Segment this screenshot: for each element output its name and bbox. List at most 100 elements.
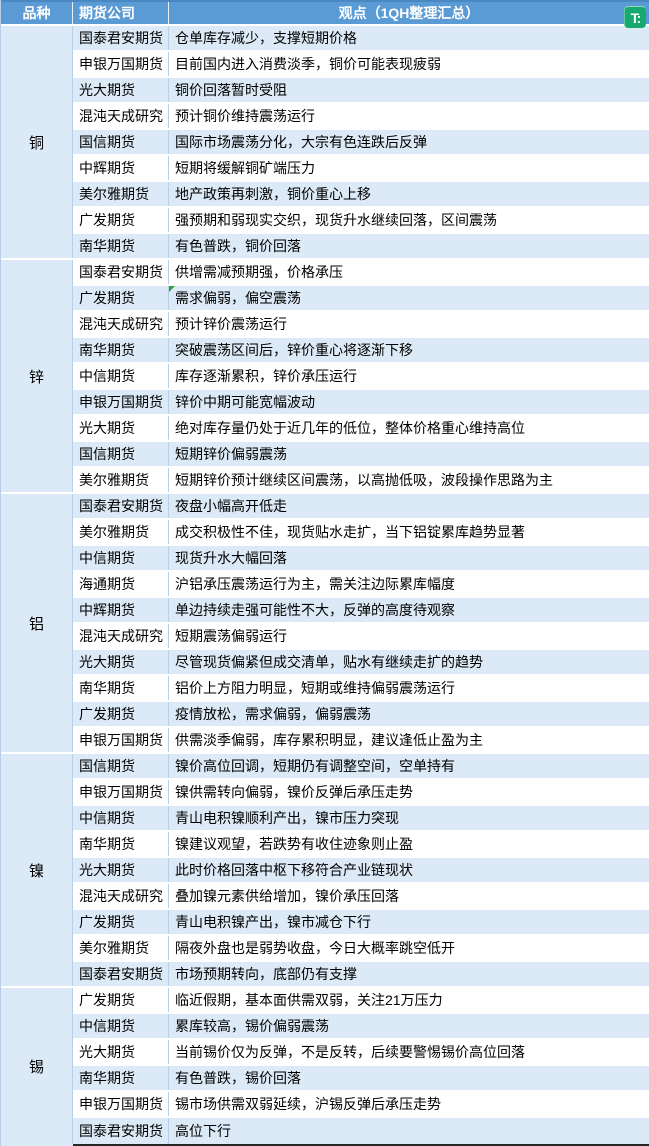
company-cell[interactable]: 美尔雅期货 bbox=[73, 182, 169, 206]
company-cell[interactable]: 中信期货 bbox=[73, 546, 169, 570]
view-cell[interactable]: 高位下行 bbox=[175, 1123, 231, 1139]
company-cell[interactable]: 南华期货 bbox=[73, 676, 169, 700]
company-cell[interactable]: 国泰君安期货 bbox=[73, 26, 169, 50]
view-cell[interactable]: 成交积极性不佳，现货贴水走扩，当下铝锭累库趋势显著 bbox=[175, 524, 525, 540]
variety-cell[interactable]: 铝 bbox=[1, 494, 73, 752]
view-cell[interactable]: 临近假期，基本面供需双弱，关注21万压力 bbox=[175, 992, 443, 1008]
company-cell[interactable]: 中信期货 bbox=[73, 806, 169, 830]
view-cell[interactable]: 地产政策再刺激，铜价重心上移 bbox=[175, 186, 371, 202]
company-cell[interactable]: 南华期货 bbox=[73, 234, 169, 258]
company-cell[interactable]: 中辉期货 bbox=[73, 156, 169, 180]
company-cell[interactable]: 光大期货 bbox=[73, 858, 169, 882]
company-cell[interactable]: 国信期货 bbox=[73, 130, 169, 154]
view-cell[interactable]: 库存逐渐累积，锌价承压运行 bbox=[175, 368, 357, 384]
company-cell[interactable]: 申银万国期货 bbox=[73, 52, 169, 76]
view-cell[interactable]: 当前锡价仅为反弹，不是反转，后续要警惕锡价高位回落 bbox=[175, 1044, 525, 1060]
company-cell[interactable]: 光大期货 bbox=[73, 416, 169, 440]
company-cell[interactable]: 国泰君安期货 bbox=[73, 494, 169, 518]
view-cell[interactable]: 需求偏弱，偏空震荡 bbox=[169, 286, 649, 310]
view-cell[interactable]: 锌价中期可能宽幅波动 bbox=[175, 394, 315, 410]
view-cell[interactable]: 此时价格回落中枢下移符合产业链现状 bbox=[175, 862, 413, 878]
table-row: 申银万国期货 供需淡季偏弱，库存累积明显，建议逢低止盈为主 bbox=[73, 728, 649, 752]
view-cell[interactable]: 短期震荡偏弱运行 bbox=[175, 628, 287, 644]
view-cell[interactable]: 青山电积镍顺利产出，镍市压力突现 bbox=[175, 810, 399, 826]
company-cell[interactable]: 广发期货 bbox=[73, 286, 169, 310]
company-cell[interactable]: 广发期货 bbox=[73, 910, 169, 934]
company-cell[interactable]: 光大期货 bbox=[73, 1040, 169, 1064]
company-cell[interactable]: 光大期货 bbox=[73, 650, 169, 674]
green-T-badge-icon[interactable]: T: bbox=[624, 6, 646, 28]
company-cell[interactable]: 海通期货 bbox=[73, 572, 169, 596]
view-cell[interactable]: 预计锌价震荡运行 bbox=[175, 316, 287, 332]
view-cell[interactable]: 有色普跌，锡价回落 bbox=[175, 1070, 301, 1086]
view-cell[interactable]: 预计铜价维持震荡运行 bbox=[175, 108, 315, 124]
company-cell[interactable]: 南华期货 bbox=[73, 1066, 169, 1090]
view-cell[interactable]: 尽管现货偏紧但成交清单，贴水有继续走扩的趋势 bbox=[175, 654, 483, 670]
table-row: 光大期货 当前锡价仅为反弹，不是反转，后续要警惕锡价高位回落 bbox=[73, 1040, 649, 1066]
view-cell[interactable]: 叠加镍元素供给增加，镍价承压回落 bbox=[175, 888, 399, 904]
company-cell[interactable]: 南华期货 bbox=[73, 338, 169, 362]
company-cell[interactable]: 广发期货 bbox=[73, 702, 169, 726]
view-cell[interactable]: 市场预期转向，底部仍有支撑 bbox=[175, 966, 357, 982]
view-cell[interactable]: 强预期和弱现实交织，现货升水继续回落，区间震荡 bbox=[175, 212, 497, 228]
view-cell[interactable]: 短期锌价偏弱震荡 bbox=[175, 446, 287, 462]
company-cell[interactable]: 美尔雅期货 bbox=[73, 520, 169, 544]
view-cell[interactable]: 国际市场震荡分化，大宗有色连跌后反弹 bbox=[175, 134, 427, 150]
variety-cell[interactable]: 锌 bbox=[1, 260, 73, 492]
view-cell[interactable]: 夜盘小幅高开低走 bbox=[175, 498, 287, 514]
variety-cell[interactable]: 镍 bbox=[1, 754, 73, 986]
company-cell[interactable]: 申银万国期货 bbox=[73, 780, 169, 804]
company-cell[interactable]: 中信期货 bbox=[73, 364, 169, 388]
table-row: 广发期货 强预期和弱现实交织，现货升水继续回落，区间震荡 bbox=[73, 208, 649, 234]
company-cell[interactable]: 国泰君安期货 bbox=[73, 962, 169, 986]
view-cell[interactable]: 短期锌价预计继续区间震荡，以高抛低吸，波段操作思路为主 bbox=[175, 472, 553, 488]
company-cell[interactable]: 申银万国期货 bbox=[73, 390, 169, 414]
view-cell[interactable]: 沪铝承压震荡运行为主，需关注边际累库幅度 bbox=[175, 576, 455, 592]
view-cell[interactable]: 仓单库存减少，支撑短期价格 bbox=[175, 30, 357, 46]
header-cell-variety[interactable]: 品种 bbox=[1, 2, 73, 24]
view-cell[interactable]: 绝对库存量仍处于近几年的低位，整体价格重心维持高位 bbox=[175, 420, 525, 436]
company-cell[interactable]: 混沌天成研究 bbox=[73, 884, 169, 908]
company-cell[interactable]: 美尔雅期货 bbox=[73, 936, 169, 960]
view-cell[interactable]: 疫情放松，需求偏弱，偏弱震荡 bbox=[175, 706, 371, 722]
view-cell[interactable]: 锡市场供需双弱延续，沪锡反弹后承压走势 bbox=[175, 1096, 441, 1112]
view-cell[interactable]: 镍建议观望，若跌势有收住迹象则止盈 bbox=[175, 836, 413, 852]
view-cell[interactable]: 累库较高，锡价偏弱震荡 bbox=[175, 1018, 329, 1034]
company-cell[interactable]: 南华期货 bbox=[73, 832, 169, 856]
view-cell[interactable]: 单边持续走强可能性不大，反弹的高度待观察 bbox=[175, 602, 455, 618]
company-cell[interactable]: 中辉期货 bbox=[73, 598, 169, 622]
view-cell[interactable]: 镍价高位回调，短期仍有调整空间，空单持有 bbox=[175, 758, 455, 774]
company-cell[interactable]: 国信期货 bbox=[73, 442, 169, 466]
view-cell[interactable]: 铜价回落暂时受阻 bbox=[175, 82, 287, 98]
company-cell[interactable]: 广发期货 bbox=[73, 988, 169, 1012]
company-cell[interactable]: 混沌天成研究 bbox=[73, 104, 169, 128]
table-row: 中信期货 累库较高，锡价偏弱震荡 bbox=[73, 1014, 649, 1040]
view-cell[interactable]: 隔夜外盘也是弱势收盘，今日大概率跳空低开 bbox=[175, 940, 455, 956]
variety-cell[interactable]: 铜 bbox=[1, 26, 73, 258]
view-cell[interactable]: 突破震荡区间后，锌价重心将逐渐下移 bbox=[175, 342, 413, 358]
view-cell[interactable]: 铝价上方阻力明显，短期或维持偏弱震荡运行 bbox=[175, 680, 455, 696]
view-cell[interactable]: 供增需减预期强，价格承压 bbox=[175, 264, 343, 280]
view-cell[interactable]: 目前国内进入消费淡季，铜价可能表现疲弱 bbox=[175, 56, 441, 72]
company-cell[interactable]: 混沌天成研究 bbox=[73, 624, 169, 648]
view-cell[interactable]: 青山电积镍产出，镍市减仓下行 bbox=[175, 914, 371, 930]
company-cell[interactable]: 中信期货 bbox=[73, 1014, 169, 1038]
company-cell[interactable]: 申银万国期货 bbox=[73, 728, 169, 752]
view-cell[interactable]: 有色普跌，铜价回落 bbox=[175, 238, 301, 254]
view-cell[interactable]: 现货升水大幅回落 bbox=[175, 550, 287, 566]
variety-cell[interactable]: 锡 bbox=[1, 988, 73, 1144]
table-row: 混沌天成研究 预计铜价维持震荡运行 bbox=[73, 104, 649, 130]
view-cell[interactable]: 供需淡季偏弱，库存累积明显，建议逢低止盈为主 bbox=[175, 732, 483, 748]
header-cell-company[interactable]: 期货公司 bbox=[73, 2, 169, 24]
company-cell[interactable]: 美尔雅期货 bbox=[73, 468, 169, 492]
company-cell[interactable]: 国信期货 bbox=[73, 754, 169, 778]
header-cell-view[interactable]: 观点（1QH整理汇总） bbox=[338, 5, 480, 21]
company-cell[interactable]: 国泰君安期货 bbox=[73, 260, 169, 284]
view-cell[interactable]: 短期将缓解铜矿端压力 bbox=[175, 160, 315, 176]
company-cell[interactable]: 国泰君安期货 bbox=[73, 1118, 169, 1144]
view-cell[interactable]: 镍供需转向偏弱，镍价反弹后承压走势 bbox=[175, 784, 413, 800]
company-cell[interactable]: 广发期货 bbox=[73, 208, 169, 232]
company-cell[interactable]: 申银万国期货 bbox=[73, 1092, 169, 1116]
company-cell[interactable]: 混沌天成研究 bbox=[73, 312, 169, 336]
company-cell[interactable]: 光大期货 bbox=[73, 78, 169, 102]
